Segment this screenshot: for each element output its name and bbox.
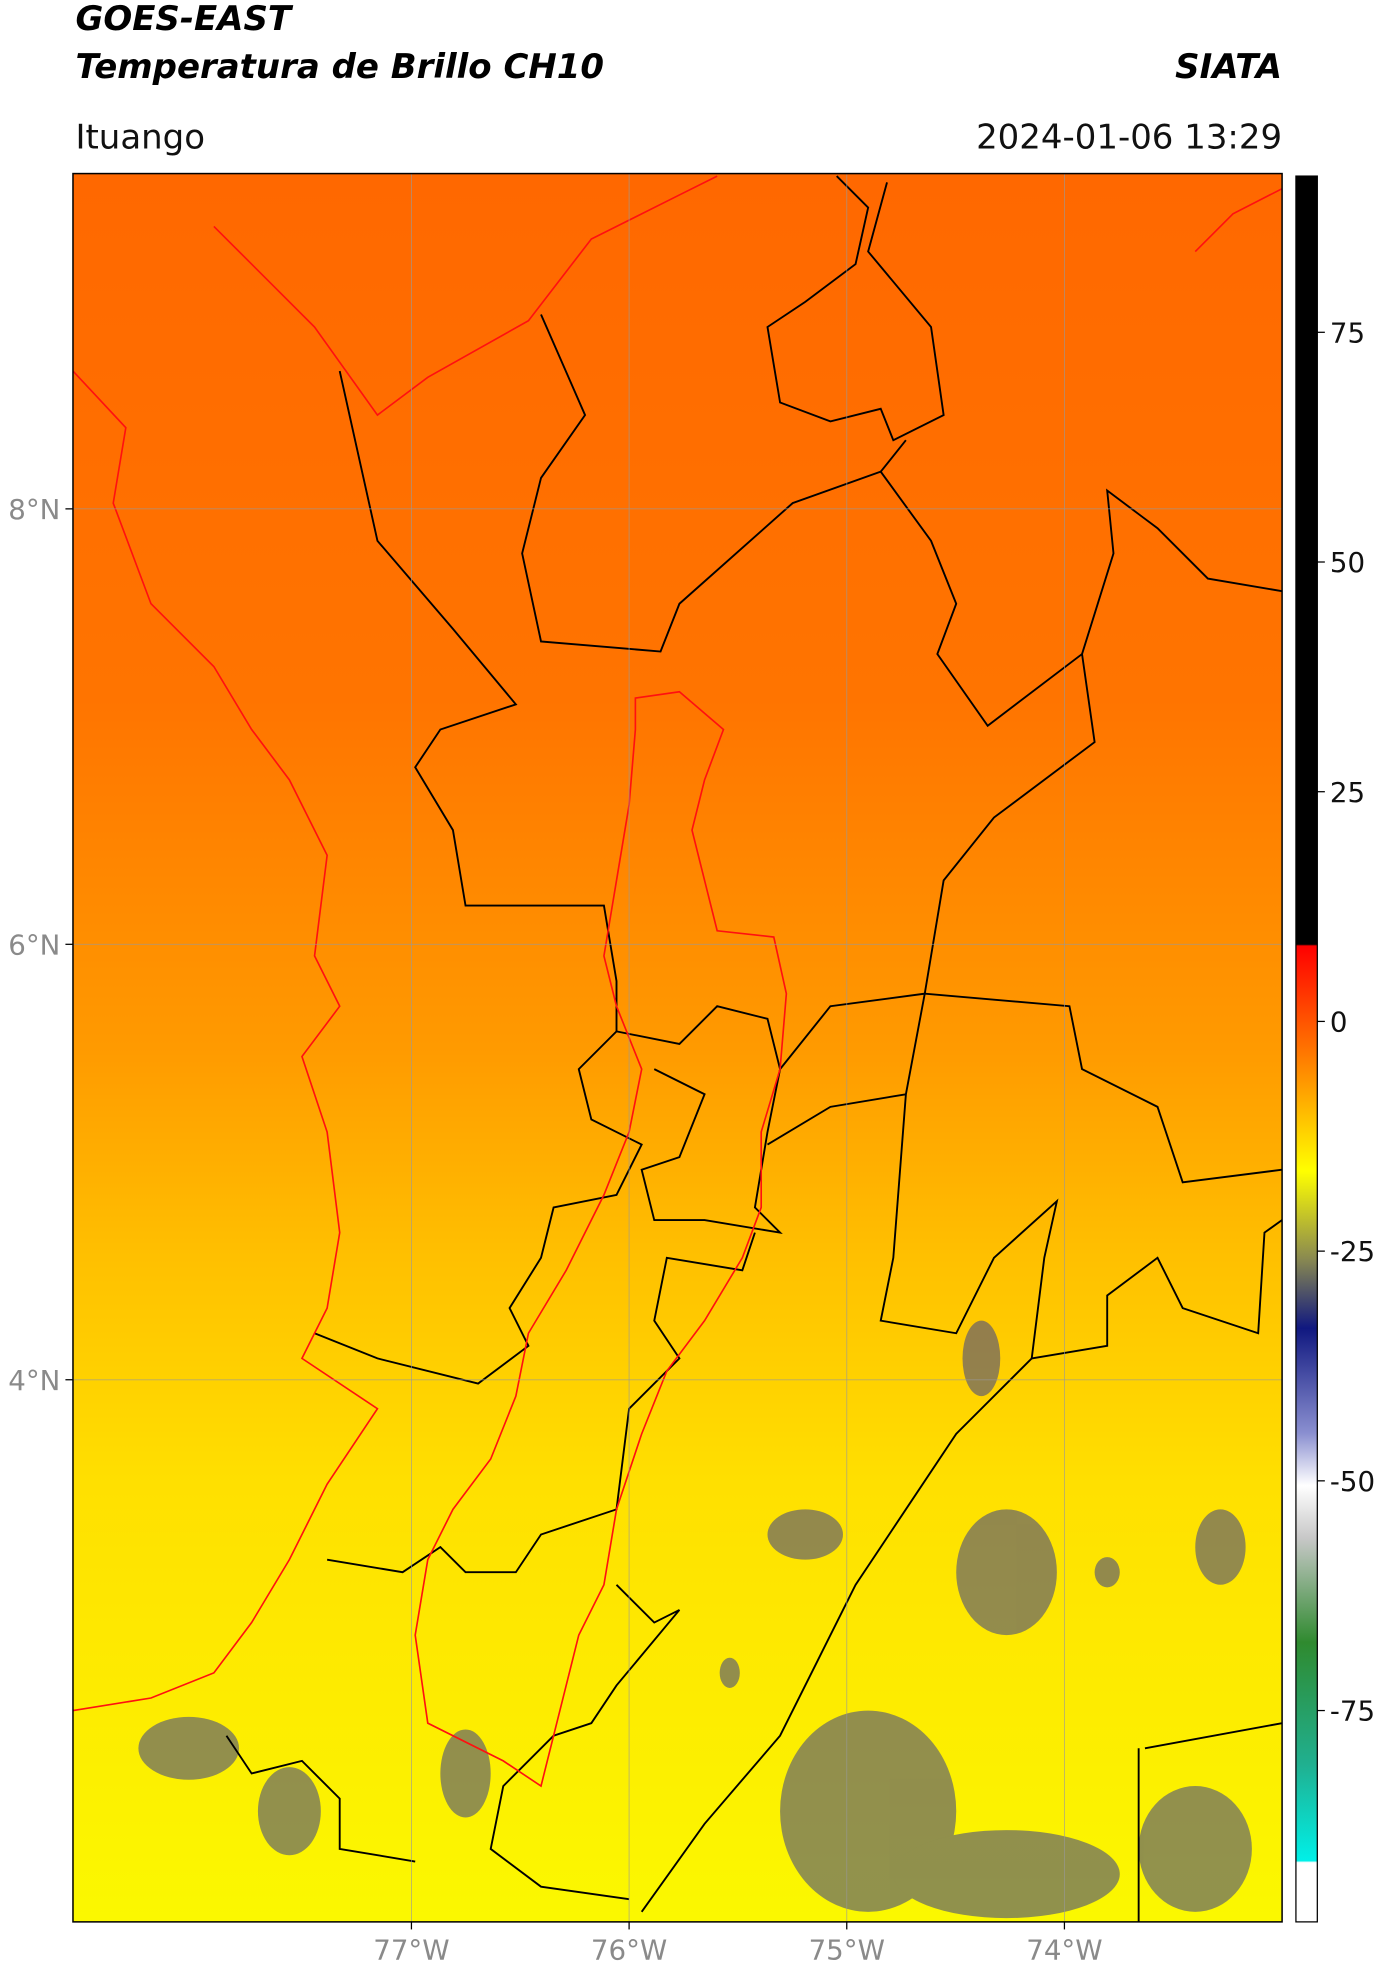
colorbar-tick-label: 75: [1330, 316, 1365, 349]
subtitle: Temperatura de Brillo CH10: [75, 47, 604, 87]
lat-tick-label: 6°N: [8, 928, 60, 961]
lon-tick-label: 76°W: [591, 1934, 667, 1967]
title: GOES-EAST: [75, 0, 293, 39]
boundaries: [225, 175, 1283, 1922]
lon-tick-label: 74°W: [1026, 1934, 1102, 1967]
cold-clouds: [138, 1320, 1252, 1919]
map-frame: [72, 172, 1283, 1923]
datetime: 2024-01-06 13:29: [976, 117, 1282, 157]
colorbar-ticks: 75 50 25 0 -25 -50 -75: [1317, 316, 1375, 1728]
lat-tick-label: 4°N: [8, 1364, 60, 1397]
colorbar-tick-label: 0: [1330, 1005, 1348, 1038]
colorbar: [1295, 175, 1318, 1923]
colorbar-tick-label: 50: [1330, 546, 1365, 579]
lat-tick-label: 8°N: [8, 493, 60, 526]
rivers-coast: [72, 175, 1283, 1788]
graticule: [72, 173, 1283, 1922]
lon-tick-label: 75°W: [809, 1934, 885, 1967]
colorbar-tick-label: -50: [1330, 1465, 1375, 1498]
source: SIATA: [1175, 47, 1282, 87]
colorbar-tick-label: -75: [1330, 1695, 1375, 1728]
lon-tick-label: 77°W: [373, 1934, 449, 1967]
map-ticks: 77°W 76°W 75°W 74°W 8°N 6°N 4°N: [8, 493, 1102, 1967]
map-image: [72, 173, 1283, 1922]
colorbar-tick-label: -25: [1330, 1235, 1375, 1268]
location: Ituango: [75, 117, 205, 157]
colorbar-tick-label: 25: [1330, 776, 1365, 809]
temperature-field: [72, 173, 1283, 1922]
